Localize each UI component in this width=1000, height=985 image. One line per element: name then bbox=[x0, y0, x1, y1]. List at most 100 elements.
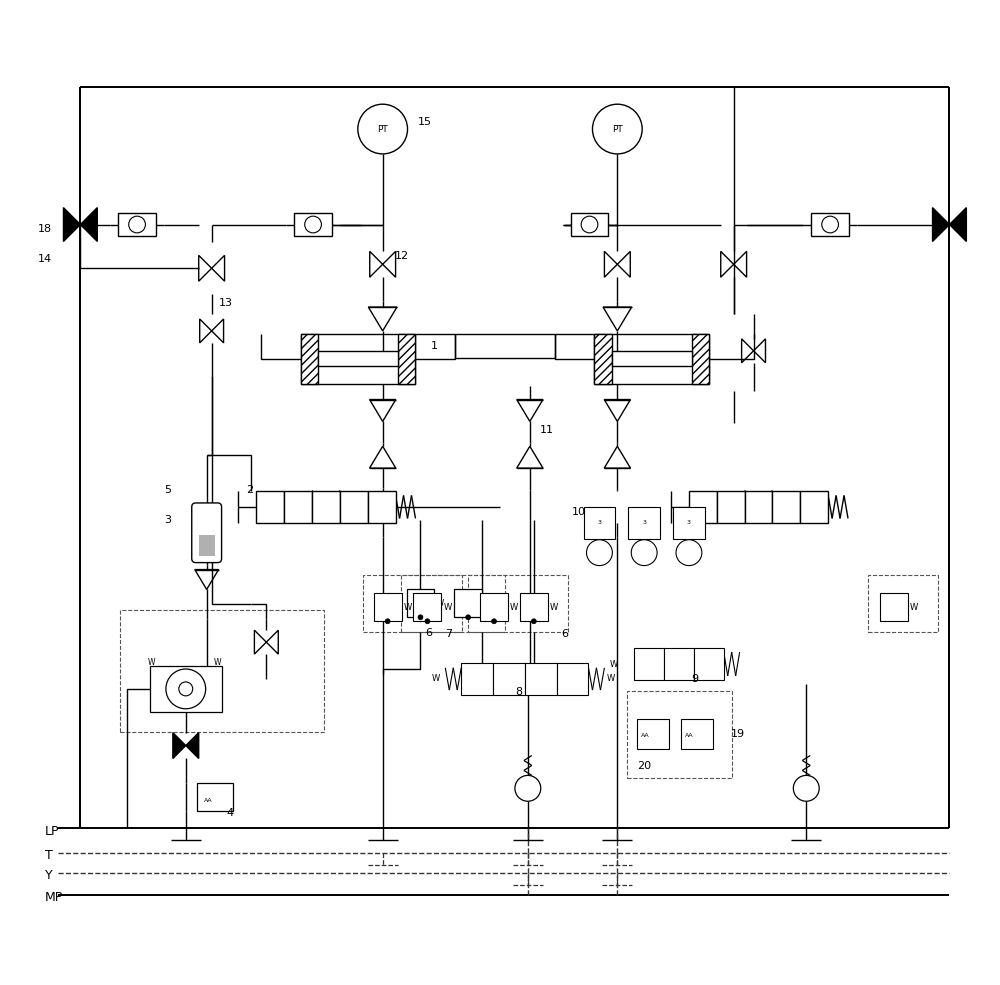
Text: W: W bbox=[443, 603, 452, 612]
Bar bbox=[150, 666, 222, 712]
Polygon shape bbox=[80, 208, 97, 241]
Text: W: W bbox=[510, 603, 518, 612]
Circle shape bbox=[418, 615, 423, 620]
Text: 11: 11 bbox=[540, 426, 554, 435]
Bar bbox=[627, 690, 732, 778]
Text: T: T bbox=[45, 849, 52, 863]
Bar bbox=[634, 648, 664, 680]
Circle shape bbox=[515, 775, 541, 801]
Circle shape bbox=[305, 216, 321, 232]
Bar bbox=[301, 334, 318, 383]
Bar bbox=[284, 491, 312, 523]
Polygon shape bbox=[173, 733, 186, 758]
Bar bbox=[628, 507, 660, 539]
Text: 19: 19 bbox=[731, 729, 745, 739]
Circle shape bbox=[492, 619, 497, 624]
Circle shape bbox=[676, 540, 702, 565]
Text: 6: 6 bbox=[425, 628, 432, 638]
Text: 7: 7 bbox=[445, 629, 452, 639]
Text: PT: PT bbox=[377, 124, 388, 134]
Text: PT: PT bbox=[612, 124, 623, 134]
Circle shape bbox=[166, 669, 206, 709]
Bar bbox=[557, 663, 588, 694]
Bar bbox=[692, 334, 709, 383]
Text: LP: LP bbox=[45, 824, 59, 837]
Text: 10: 10 bbox=[572, 507, 586, 517]
Bar bbox=[199, 535, 215, 556]
Bar bbox=[673, 507, 705, 539]
Bar bbox=[468, 574, 568, 632]
Bar bbox=[197, 783, 233, 812]
Bar bbox=[413, 593, 441, 622]
Bar bbox=[294, 213, 332, 236]
Polygon shape bbox=[949, 208, 966, 241]
Text: W: W bbox=[483, 599, 491, 608]
Bar bbox=[312, 491, 340, 523]
Bar bbox=[880, 593, 908, 622]
Text: 3: 3 bbox=[164, 515, 171, 525]
Text: AA: AA bbox=[641, 733, 650, 738]
Circle shape bbox=[793, 775, 819, 801]
Text: AA: AA bbox=[204, 798, 212, 803]
Circle shape bbox=[822, 216, 838, 232]
Bar bbox=[120, 611, 324, 732]
Bar bbox=[868, 574, 938, 632]
Polygon shape bbox=[63, 208, 80, 241]
Bar bbox=[461, 663, 493, 694]
Bar bbox=[374, 593, 402, 622]
Text: 5: 5 bbox=[164, 485, 171, 495]
Text: 6: 6 bbox=[562, 629, 569, 639]
Circle shape bbox=[592, 104, 642, 154]
Text: MP: MP bbox=[45, 891, 63, 904]
Bar bbox=[745, 491, 772, 523]
Circle shape bbox=[581, 216, 598, 232]
Bar bbox=[454, 589, 482, 618]
Bar bbox=[594, 334, 709, 383]
Text: W: W bbox=[550, 603, 558, 612]
Bar bbox=[480, 593, 508, 622]
Text: W: W bbox=[435, 599, 444, 608]
Text: W: W bbox=[606, 675, 615, 684]
Text: 8: 8 bbox=[515, 687, 522, 696]
Text: W: W bbox=[214, 658, 221, 667]
Text: 12: 12 bbox=[395, 251, 409, 261]
Circle shape bbox=[358, 104, 408, 154]
Text: W: W bbox=[609, 660, 618, 669]
Bar bbox=[368, 491, 396, 523]
Text: W: W bbox=[404, 603, 412, 612]
Text: W: W bbox=[431, 675, 440, 684]
Circle shape bbox=[531, 619, 536, 624]
Text: 3: 3 bbox=[597, 520, 601, 525]
Text: 18: 18 bbox=[38, 225, 52, 234]
Bar bbox=[664, 648, 694, 680]
Text: 3: 3 bbox=[687, 520, 691, 525]
Text: 1: 1 bbox=[430, 341, 437, 351]
Polygon shape bbox=[933, 208, 949, 241]
Bar bbox=[571, 213, 608, 236]
Bar bbox=[118, 213, 156, 236]
Circle shape bbox=[587, 540, 612, 565]
Bar bbox=[525, 663, 557, 694]
Text: W: W bbox=[148, 658, 155, 667]
Text: 15: 15 bbox=[417, 117, 431, 127]
Text: Y: Y bbox=[45, 870, 52, 883]
Bar bbox=[681, 719, 713, 749]
Bar bbox=[594, 334, 612, 383]
Circle shape bbox=[129, 216, 145, 232]
Text: 13: 13 bbox=[219, 298, 233, 308]
Bar bbox=[398, 334, 415, 383]
Bar bbox=[401, 574, 505, 632]
Text: 4: 4 bbox=[227, 808, 234, 819]
Bar bbox=[811, 213, 849, 236]
Text: 14: 14 bbox=[38, 254, 52, 264]
Circle shape bbox=[466, 615, 471, 620]
Bar bbox=[318, 352, 398, 366]
FancyBboxPatch shape bbox=[192, 503, 222, 562]
Polygon shape bbox=[186, 733, 199, 758]
Text: 20: 20 bbox=[637, 761, 651, 771]
Bar bbox=[363, 574, 462, 632]
Bar bbox=[612, 352, 692, 366]
Bar bbox=[800, 491, 828, 523]
Circle shape bbox=[179, 682, 193, 695]
Bar bbox=[689, 491, 717, 523]
